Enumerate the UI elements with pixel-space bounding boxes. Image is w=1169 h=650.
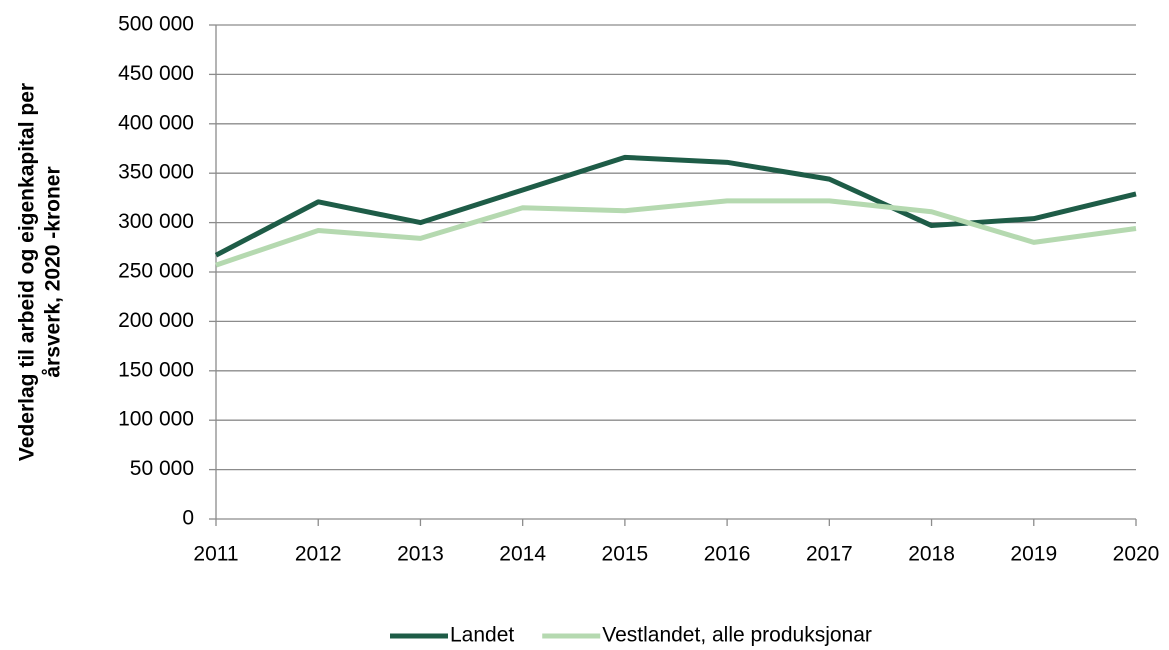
y-tick-label: 150 000 — [118, 358, 194, 381]
y-tick-label: 300 000 — [118, 210, 194, 233]
x-tick-label: 2019 — [1010, 543, 1057, 566]
y-tick-label: 0 — [182, 507, 194, 530]
series-line — [214, 154, 1137, 258]
y-tick-label: 100 000 — [118, 408, 194, 431]
x-tick-label: 2012 — [295, 543, 342, 566]
y-tick-label: 500 000 — [118, 13, 194, 36]
y-tick-label: 450 000 — [118, 62, 194, 85]
x-tick-label: 2013 — [397, 543, 444, 566]
x-tick-label: 2018 — [908, 543, 955, 566]
y-axis-title-line: årsverk, 2020 -kroner — [42, 166, 65, 377]
y-tick-label: 50 000 — [130, 457, 194, 480]
x-tick-label: 2016 — [704, 543, 751, 566]
y-axis-title: Vederlag til arbeid og eigenkapital per … — [16, 83, 65, 461]
y-axis-title-line: Vederlag til arbeid og eigenkapital per — [16, 83, 39, 461]
legend-label: Landet — [450, 624, 514, 647]
y-tick-label: 250 000 — [118, 260, 194, 283]
x-tick-label: 2011 — [193, 543, 238, 566]
series-line — [215, 198, 1137, 268]
x-tick-label: 2017 — [806, 543, 853, 566]
y-tick-label: 350 000 — [118, 161, 194, 184]
x-tick-label: 2014 — [499, 543, 546, 566]
x-tick-label: 2020 — [1113, 543, 1160, 566]
y-tick-label: 200 000 — [118, 309, 194, 332]
y-tick-label: 400 000 — [118, 111, 194, 134]
legend-label: Vestlandet, alle produksjonar — [602, 624, 872, 647]
x-tick-label: 2015 — [602, 543, 649, 566]
